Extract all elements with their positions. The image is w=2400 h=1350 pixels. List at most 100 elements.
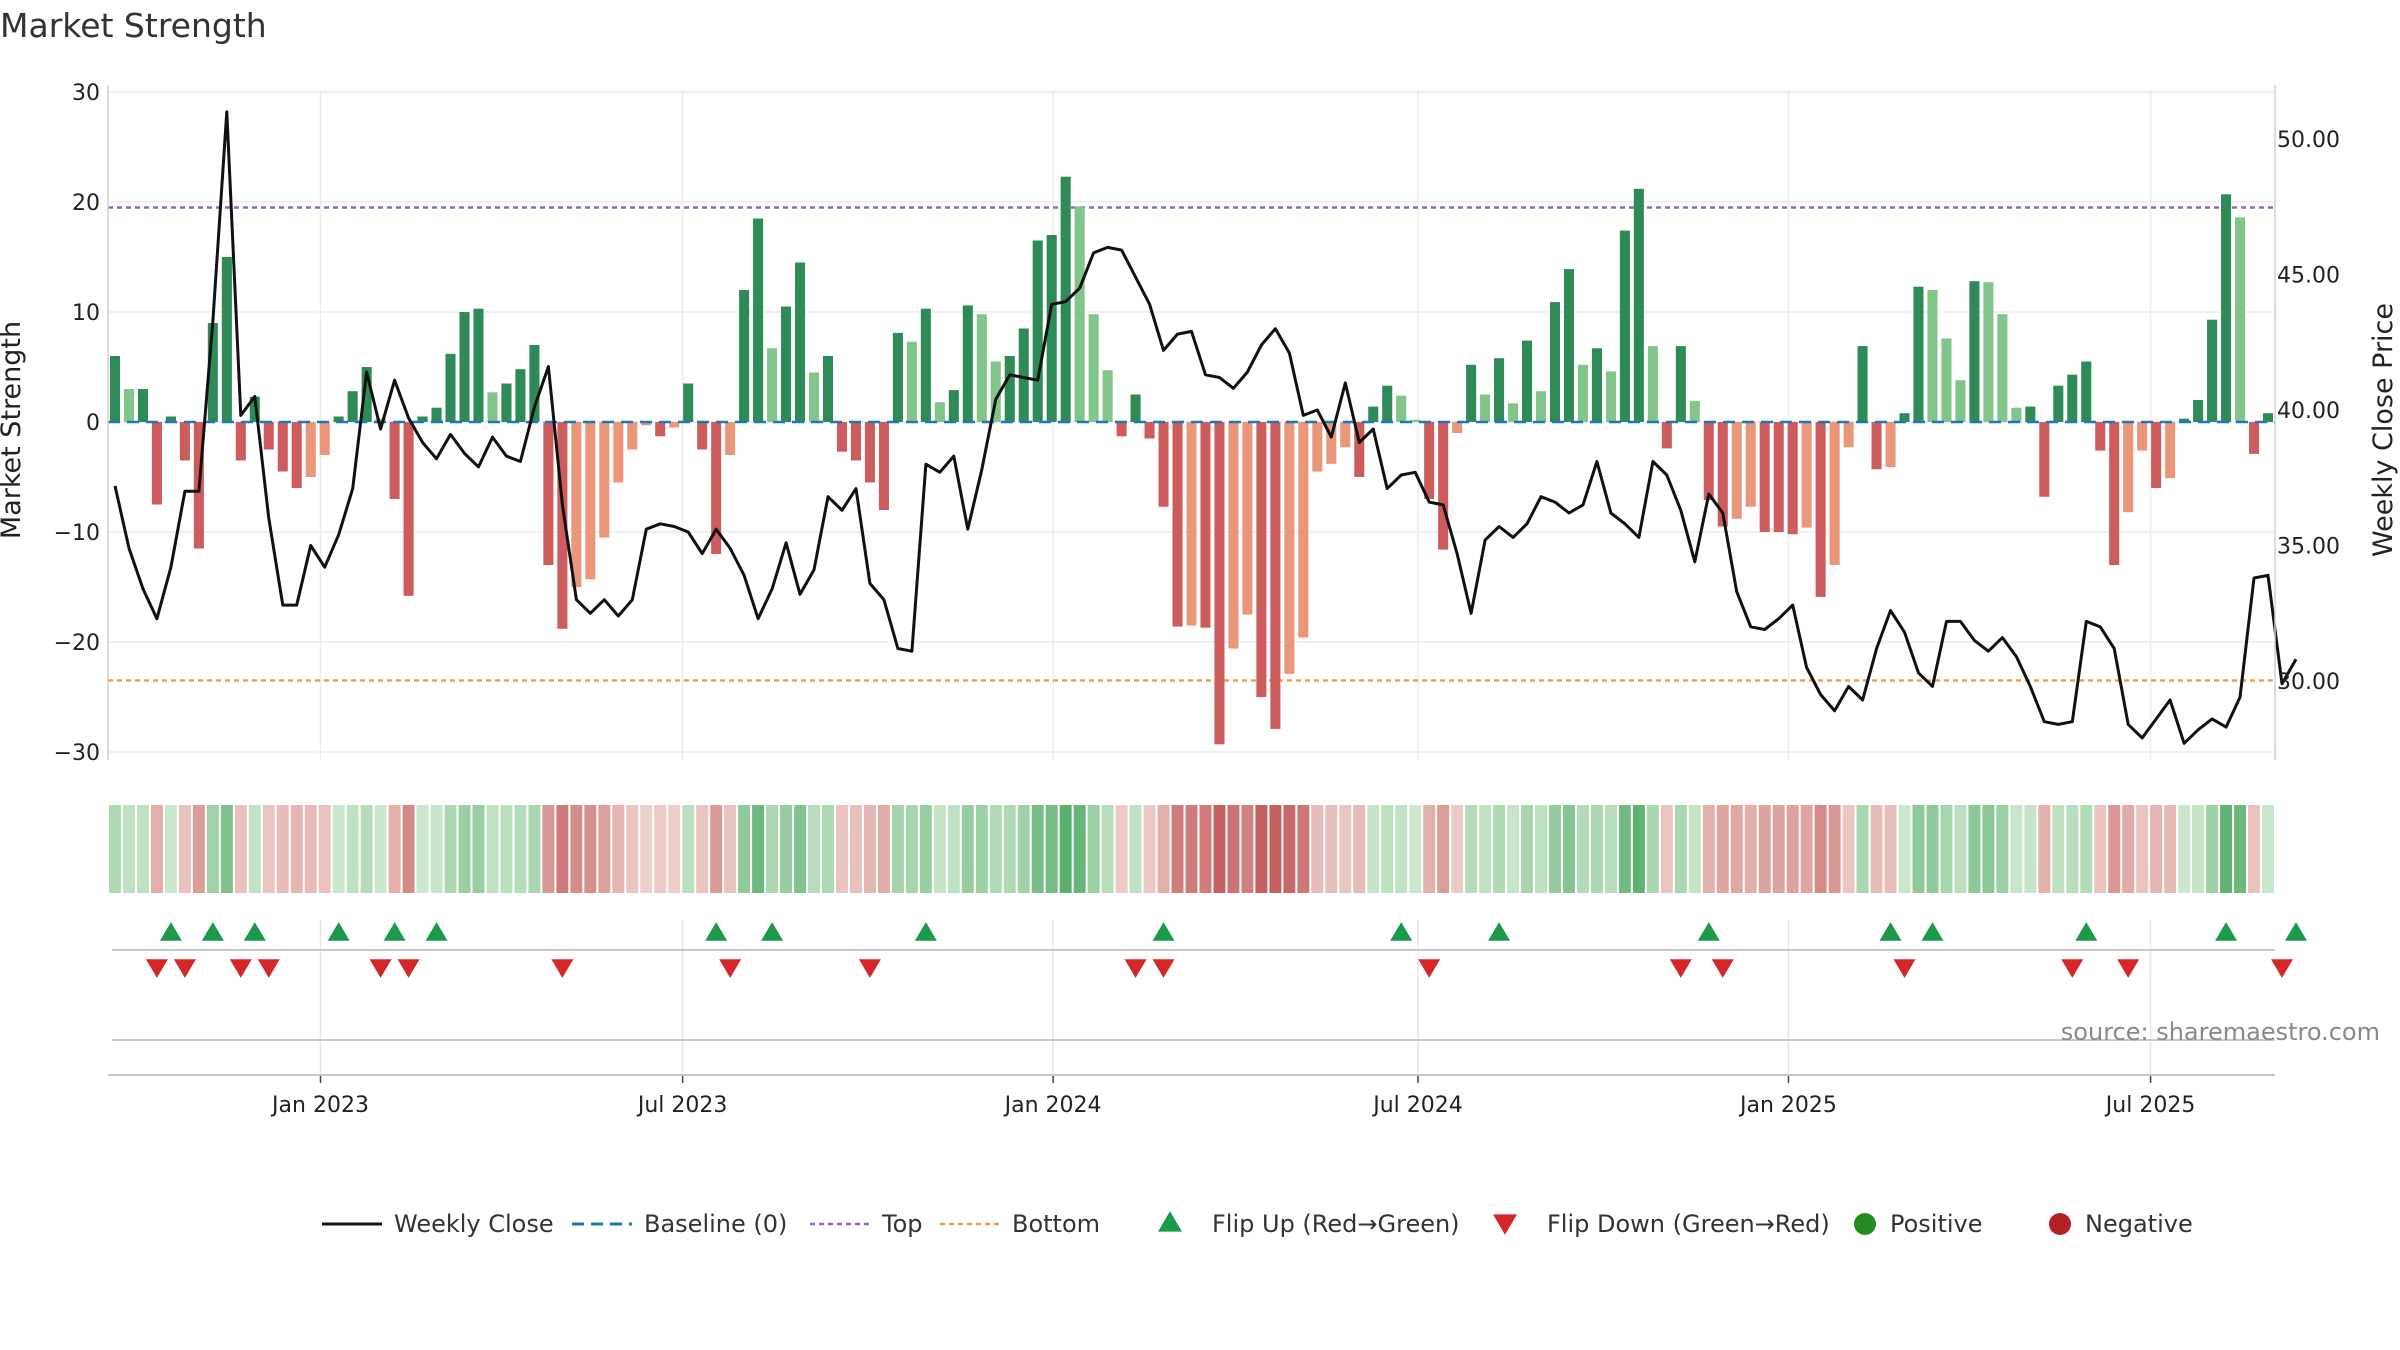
strength-bar [431,407,442,422]
strength-bar [1172,422,1183,627]
flip-up-marker [705,922,728,941]
strength-bar [599,422,610,538]
heat-cell [1003,805,1016,893]
strength-bar [207,323,218,422]
flip-up-marker [201,922,224,941]
heat-cell [1479,805,1492,893]
flip-down-marker [397,959,420,978]
strength-bar [948,390,959,422]
heat-cell [2136,805,2149,893]
heat-cell [947,805,960,893]
strength-bar [1298,422,1309,638]
heat-cell [584,805,597,893]
heat-cell [1367,805,1380,893]
legend-label: Negative [2085,1210,2193,1238]
heat-cell [290,805,303,893]
heat-cell [1660,805,1673,893]
heat-cell [374,805,387,893]
heat-cell [1381,805,1394,893]
heat-cell [626,805,639,893]
flip-down-marker [2270,959,2293,978]
heat-cell [1045,805,1058,893]
heat-cell [1171,805,1184,893]
heat-cell [1353,805,1366,893]
heat-cell [2150,805,2163,893]
flip-down-marker [2117,959,2140,978]
flip-up-marker [327,922,350,941]
source-label: source: sharemaestro.com [2061,1018,2380,1046]
heat-cell [542,805,555,893]
heat-cell [822,805,834,893]
flip-down-marker [1124,959,1147,978]
legend: Weekly Close Baseline (0) Top Bottom Flip Up… [322,1210,2193,1238]
strength-bar [137,389,148,422]
strength-bar [277,422,288,472]
x-tick-label: Jul 2025 [2104,1093,2196,1118]
strength-bar [515,369,526,422]
heat-cell [849,805,862,893]
strength-bar [1983,282,1994,422]
y-tick-label: −10 [54,521,100,546]
legend-label: Flip Down (Green→Red) [1547,1210,1830,1238]
flip-down-marker [257,959,280,978]
heat-cell [1898,805,1911,893]
strength-bar [2193,400,2204,422]
strength-bar [1703,422,1714,501]
strength-bar [1312,422,1323,472]
strength-bar [2095,422,2106,451]
strength-bar [2011,407,2022,422]
heat-cell [1632,805,1645,893]
heat-cell [1395,805,1408,893]
heat-cell [1870,805,1883,893]
heat-cell [1576,805,1589,893]
flip-up-marker [1488,922,1511,941]
heat-cell [1954,805,1967,893]
strength-bar [1200,422,1211,628]
heat-cell [2122,805,2135,893]
strength-bar [2151,422,2162,488]
heat-cell [1507,805,1520,893]
strength-bar [1843,422,1854,448]
x-tick-label: Jan 2025 [1738,1093,1837,1118]
strength-bar [669,422,680,428]
strength-bar [2053,385,2064,422]
strength-bar [459,312,470,422]
flip-up-marker [2215,922,2238,941]
heat-cell [668,805,681,893]
strength-bar [1871,422,1882,470]
strength-bar [1004,356,1015,422]
strength-bar [571,422,582,587]
x-tick-label: Jan 2023 [270,1093,369,1118]
heat-cell [1283,805,1296,893]
heat-cell [1101,805,1114,893]
flip-down-marker [858,959,881,978]
strength-bar [1941,338,1952,422]
y-tick-label: 10 [72,301,100,326]
strength-bar [2137,422,2148,451]
strength-bar [934,402,945,422]
heat-cell [1017,805,1030,893]
strength-bar [487,392,498,422]
heat-cell [1493,805,1506,893]
strength-bar [1731,422,1742,519]
strength-bar [319,422,330,455]
heat-cell [178,805,191,893]
flip-up-marker [1921,922,1944,941]
heat-cell [276,805,289,893]
heat-cell [1758,805,1771,893]
strength-bar [1046,235,1057,422]
strength-bar [1619,230,1630,422]
heat-cell [598,805,611,893]
strength-bar [1060,176,1071,422]
strength-bar [347,391,358,422]
heat-cell [1535,805,1548,893]
heat-cell [2066,805,2079,893]
strength-bar [1466,364,1477,422]
heat-cell [109,805,121,893]
heat-cell [346,805,359,893]
heat-cell [150,805,163,893]
heat-cell [808,805,821,893]
strength-bar [2025,406,2036,422]
strength-bar [613,422,624,483]
legend-flip-down-icon [1493,1214,1517,1235]
